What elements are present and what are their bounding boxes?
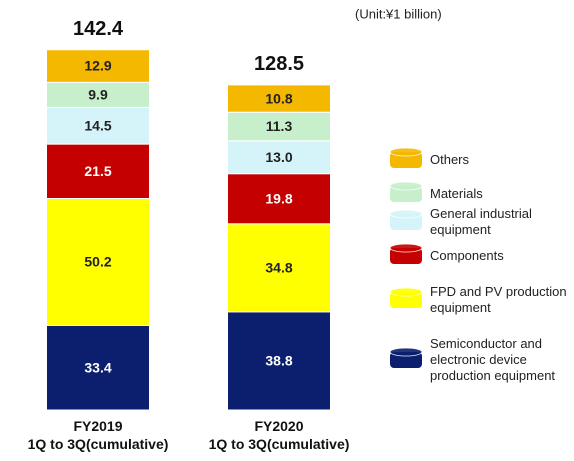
legend-swatch-top (389, 181, 423, 191)
data-label: 50.2 (84, 254, 111, 270)
legend-swatch (390, 352, 422, 368)
bar-segment (46, 106, 150, 145)
legend-swatch (390, 152, 422, 168)
bar-segment (227, 111, 331, 142)
data-label: 33.4 (84, 359, 111, 375)
data-label: 10.8 (265, 90, 292, 106)
legend-swatch (390, 186, 422, 202)
legend-label: Others (430, 152, 470, 167)
total-label: 142.4 (73, 18, 124, 40)
bar-segment (46, 81, 150, 108)
bar-segment (227, 311, 331, 411)
bar-segment (227, 140, 331, 175)
legend-swatch-top (389, 209, 423, 219)
legend-label: General industrial equipment (430, 206, 532, 237)
x-tick-label: FY2019 1Q to 3Q(cumulative) (27, 418, 169, 452)
bar-segment (227, 223, 331, 313)
data-label: 14.5 (84, 117, 111, 133)
x-tick-label: FY2020 1Q to 3Q(cumulative) (208, 418, 350, 452)
bar-segment (227, 84, 331, 113)
legend-swatch (390, 248, 422, 264)
data-label: 9.9 (88, 87, 108, 103)
data-label: 19.8 (265, 190, 292, 206)
total-label: 128.5 (254, 53, 304, 75)
bar-segment (46, 197, 150, 326)
data-label: 34.8 (265, 260, 292, 276)
legend-label: Materials (430, 186, 483, 201)
legend-label: FPD and PV production equipment (430, 284, 567, 315)
bar-segment (46, 324, 150, 411)
legend-label: Semiconductor and electronic device prod… (430, 336, 556, 383)
data-label: 38.8 (265, 353, 292, 369)
legend-swatch-top (389, 147, 423, 157)
legend-swatch-top (389, 347, 423, 357)
legend-swatch (390, 292, 422, 308)
bar-segment (227, 173, 331, 225)
data-label: 21.5 (84, 163, 111, 179)
data-label: 13.0 (265, 149, 292, 165)
data-label: 12.9 (84, 58, 111, 74)
unit-label: (Unit:¥1 billion) (355, 6, 442, 21)
legend-swatch-top (389, 243, 423, 253)
bar-segment (46, 49, 150, 83)
legend-swatch-top (389, 287, 423, 297)
legend-swatch (390, 214, 422, 230)
legend-label: Components (430, 248, 504, 263)
data-label: 11.3 (266, 118, 293, 134)
